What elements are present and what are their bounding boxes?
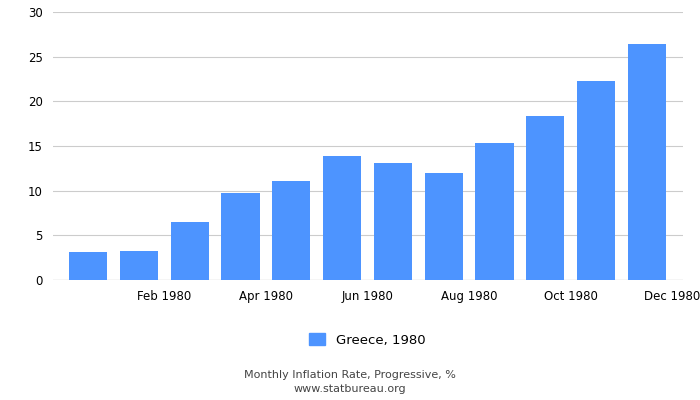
Bar	[221, 193, 260, 280]
Bar	[475, 143, 514, 280]
Bar	[272, 181, 310, 280]
Bar	[577, 81, 615, 280]
Bar	[628, 44, 666, 280]
Bar	[425, 173, 463, 280]
Bar	[69, 252, 107, 280]
Text: www.statbureau.org: www.statbureau.org	[294, 384, 406, 394]
Bar	[374, 163, 412, 280]
Bar	[120, 250, 158, 280]
Text: Monthly Inflation Rate, Progressive, %: Monthly Inflation Rate, Progressive, %	[244, 370, 456, 380]
Bar	[323, 156, 361, 280]
Bar	[171, 222, 209, 280]
Legend: Greece, 1980: Greece, 1980	[303, 327, 432, 354]
Bar	[526, 116, 564, 280]
